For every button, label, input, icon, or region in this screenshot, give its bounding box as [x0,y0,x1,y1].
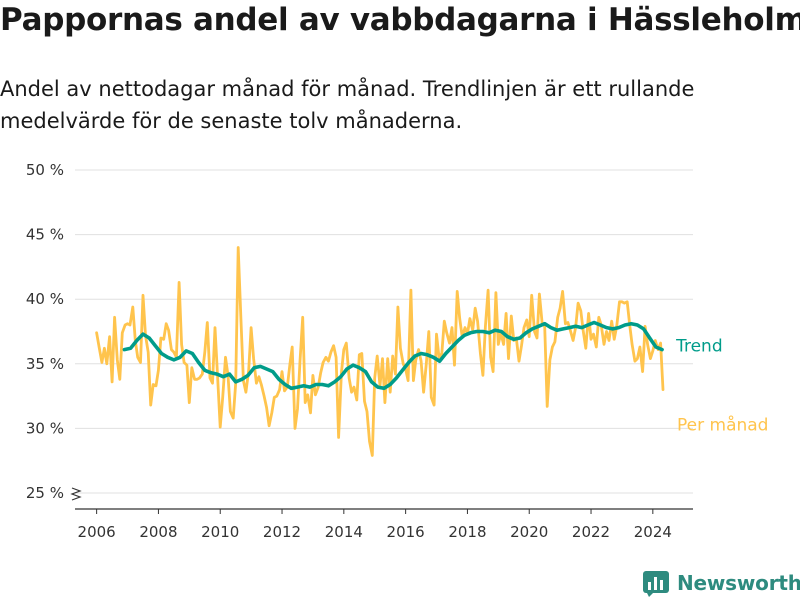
bar-chart-logo-icon [643,571,669,597]
chart-title: Pappornas andel av vabbdagarna i Hässleh… [0,2,800,38]
chart-subtitle: Andel av nettodagar månad för månad. Tre… [0,77,695,133]
series-line [122,320,664,391]
x-tick-label: 2012 [263,523,301,541]
newsworthy-logo: Newsworthy [643,568,800,598]
x-tick-label: 2016 [387,523,425,541]
series [95,246,665,457]
x-tick-label: 2022 [572,523,610,541]
y-tick-label: 45 % [26,226,64,244]
y-tick-label: 40 % [26,290,64,308]
brand-name: Newsworthy [677,571,800,595]
legend: Per månad Trend [675,337,768,436]
series-label: Per månad [677,415,768,436]
x-tick-label: 2010 [201,523,239,541]
series-label: Trend [675,337,723,357]
y-tick-label: 25 % [26,484,64,502]
x-tick-label: 2020 [510,523,548,541]
x-tick-label: 2008 [139,523,177,541]
series-line [95,246,665,457]
x-tick-label: 2014 [325,523,363,541]
x-tick-label: 2018 [448,523,486,541]
axis-break-icon [70,487,82,501]
x-tick-label: 2024 [634,523,672,541]
x-tick-label: 2006 [78,523,116,541]
axes: 25 % 30 % 35 % 40 % 45 % 50 % 2006 2008 2010 2012… [26,161,693,541]
y-tick-label: 35 % [26,355,64,373]
gridlines [75,169,693,494]
y-tick-label: 30 % [26,419,64,437]
y-tick-label: 50 % [26,161,64,179]
